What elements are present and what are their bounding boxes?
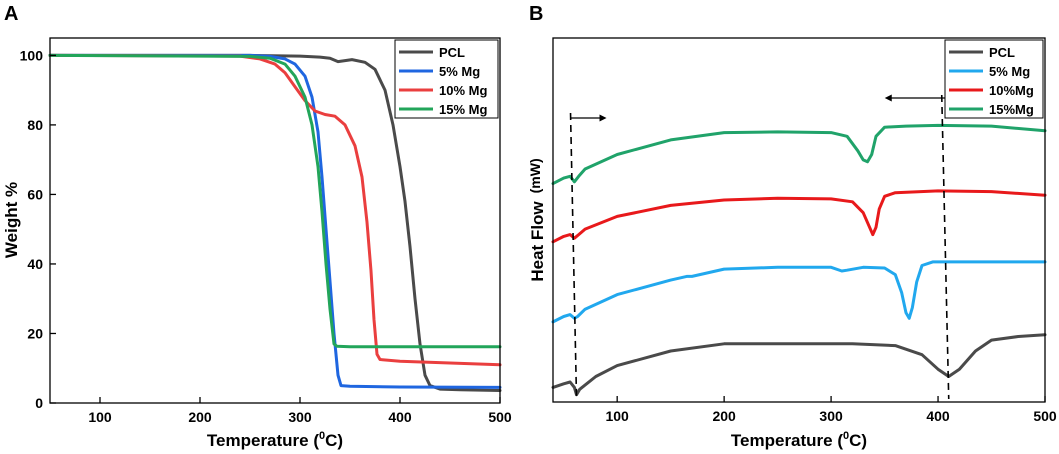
panel-a-x-tick-label-2: 300 [288, 409, 312, 425]
panel-a-legend-label-2: 10% Mg [439, 83, 487, 98]
panel-b-x-tick-label-2: 300 [819, 408, 843, 424]
panel-a-letter: A [4, 3, 18, 25]
panel-a-x-axis-title: Temperature (0C) [207, 430, 343, 450]
panel-b-legend-label-2: 10%Mg [989, 83, 1034, 98]
panel-b-legend: PCL 5% Mg 10%Mg 15%Mg [949, 45, 1034, 117]
panel-a-x-title-sup: 0 [319, 430, 325, 442]
panel-a-y-tick-label-4: 80 [27, 117, 43, 133]
panel-a-x-tick-label-0: 100 [88, 409, 112, 425]
panel-b-x-tick-label-3: 400 [926, 408, 950, 424]
panel-a-x-tick-label-4: 500 [488, 409, 512, 425]
panel-a-legend-label-3: 15% Mg [439, 102, 487, 117]
panel-a-legend: PCL 5% Mg 10% Mg 15% Mg [399, 45, 487, 117]
panel-a-y-axis-title: Weight % [2, 182, 21, 258]
panel-b-x-tick-label-1: 200 [712, 408, 736, 424]
panel-a-y-tick-label-0: 0 [35, 395, 43, 411]
panel-b-series-line-3 [551, 123, 1047, 186]
panel-a-series-layer [48, 53, 502, 392]
panel-a-plot-frame [49, 37, 501, 404]
panel-b-chart: 100 200 300 400 500 PCL 5% Mg 10%Mg 15%Mg Heat … [527, 37, 1057, 450]
panel-a-legend-label-1: 5% Mg [439, 64, 480, 79]
panel-b-legend-label-0: PCL [989, 45, 1015, 60]
panel-b-series-line-0 [551, 333, 1047, 397]
panel-a-legend-label-0: PCL [439, 45, 465, 60]
panel-b-annotations [569, 94, 950, 400]
panel-a-y-tick-label-3: 60 [27, 186, 43, 202]
panel-b-plot-frame [552, 37, 1046, 403]
panel-b-series-line-2 [551, 189, 1047, 244]
panel-b-x-title-sup: 0 [843, 430, 849, 442]
panel-b-series-line-1 [551, 260, 1047, 324]
panel-b-legend-label-3: 15%Mg [989, 102, 1034, 117]
panel-b-x-title-end: C) [849, 431, 867, 450]
panel-b-x-tick-label-0: 100 [605, 408, 629, 424]
panel-b-series-layer [551, 123, 1047, 397]
panel-b-x-tick-label-4: 500 [1033, 408, 1057, 424]
panel-b-dashed-marker-right [940, 94, 950, 400]
panel-b-arrow-left-head [884, 94, 892, 102]
panel-b-letter: B [529, 3, 543, 25]
panel-b-y-axis-title: Heat Flow (mW) [527, 158, 547, 281]
panel-a-series-line-0 [48, 53, 502, 392]
panel-b-dashed-marker-left [569, 112, 578, 400]
panel-a-chart: 100 200 300 400 500 0 20 40 60 80 100 PCL 5% Mg 10% … [2, 37, 512, 450]
panel-a-y-tick-label-1: 20 [27, 325, 43, 341]
panel-b-y-title-main: Heat Flow [528, 201, 547, 282]
panel-a-series-line-2 [48, 53, 502, 367]
panel-b-ticks: 100 200 300 400 500 [605, 396, 1057, 424]
panel-b-legend-label-1: 5% Mg [989, 64, 1030, 79]
panel-b-x-title-main: Temperature ( [731, 431, 843, 450]
panel-a-series-line-1 [48, 53, 502, 389]
panel-a-y-tick-label-2: 40 [27, 256, 43, 272]
panel-a-x-tick-label-3: 400 [388, 409, 412, 425]
panel-a-x-title-main: Temperature ( [207, 431, 319, 450]
panel-b-arrow-right-head [599, 114, 607, 122]
panel-a-x-tick-label-1: 200 [188, 409, 212, 425]
panel-b-y-title-unit: (mW) [527, 158, 543, 193]
panel-a-x-title-end: C) [325, 431, 343, 450]
panel-a-y-tick-label-5: 100 [20, 47, 44, 63]
panel-b-x-axis-title: Temperature (0C) [731, 430, 867, 450]
panel-a-ticks: 100 200 300 400 500 0 20 40 60 80 100 [20, 47, 512, 425]
panel-a-series-line-3 [48, 53, 502, 349]
